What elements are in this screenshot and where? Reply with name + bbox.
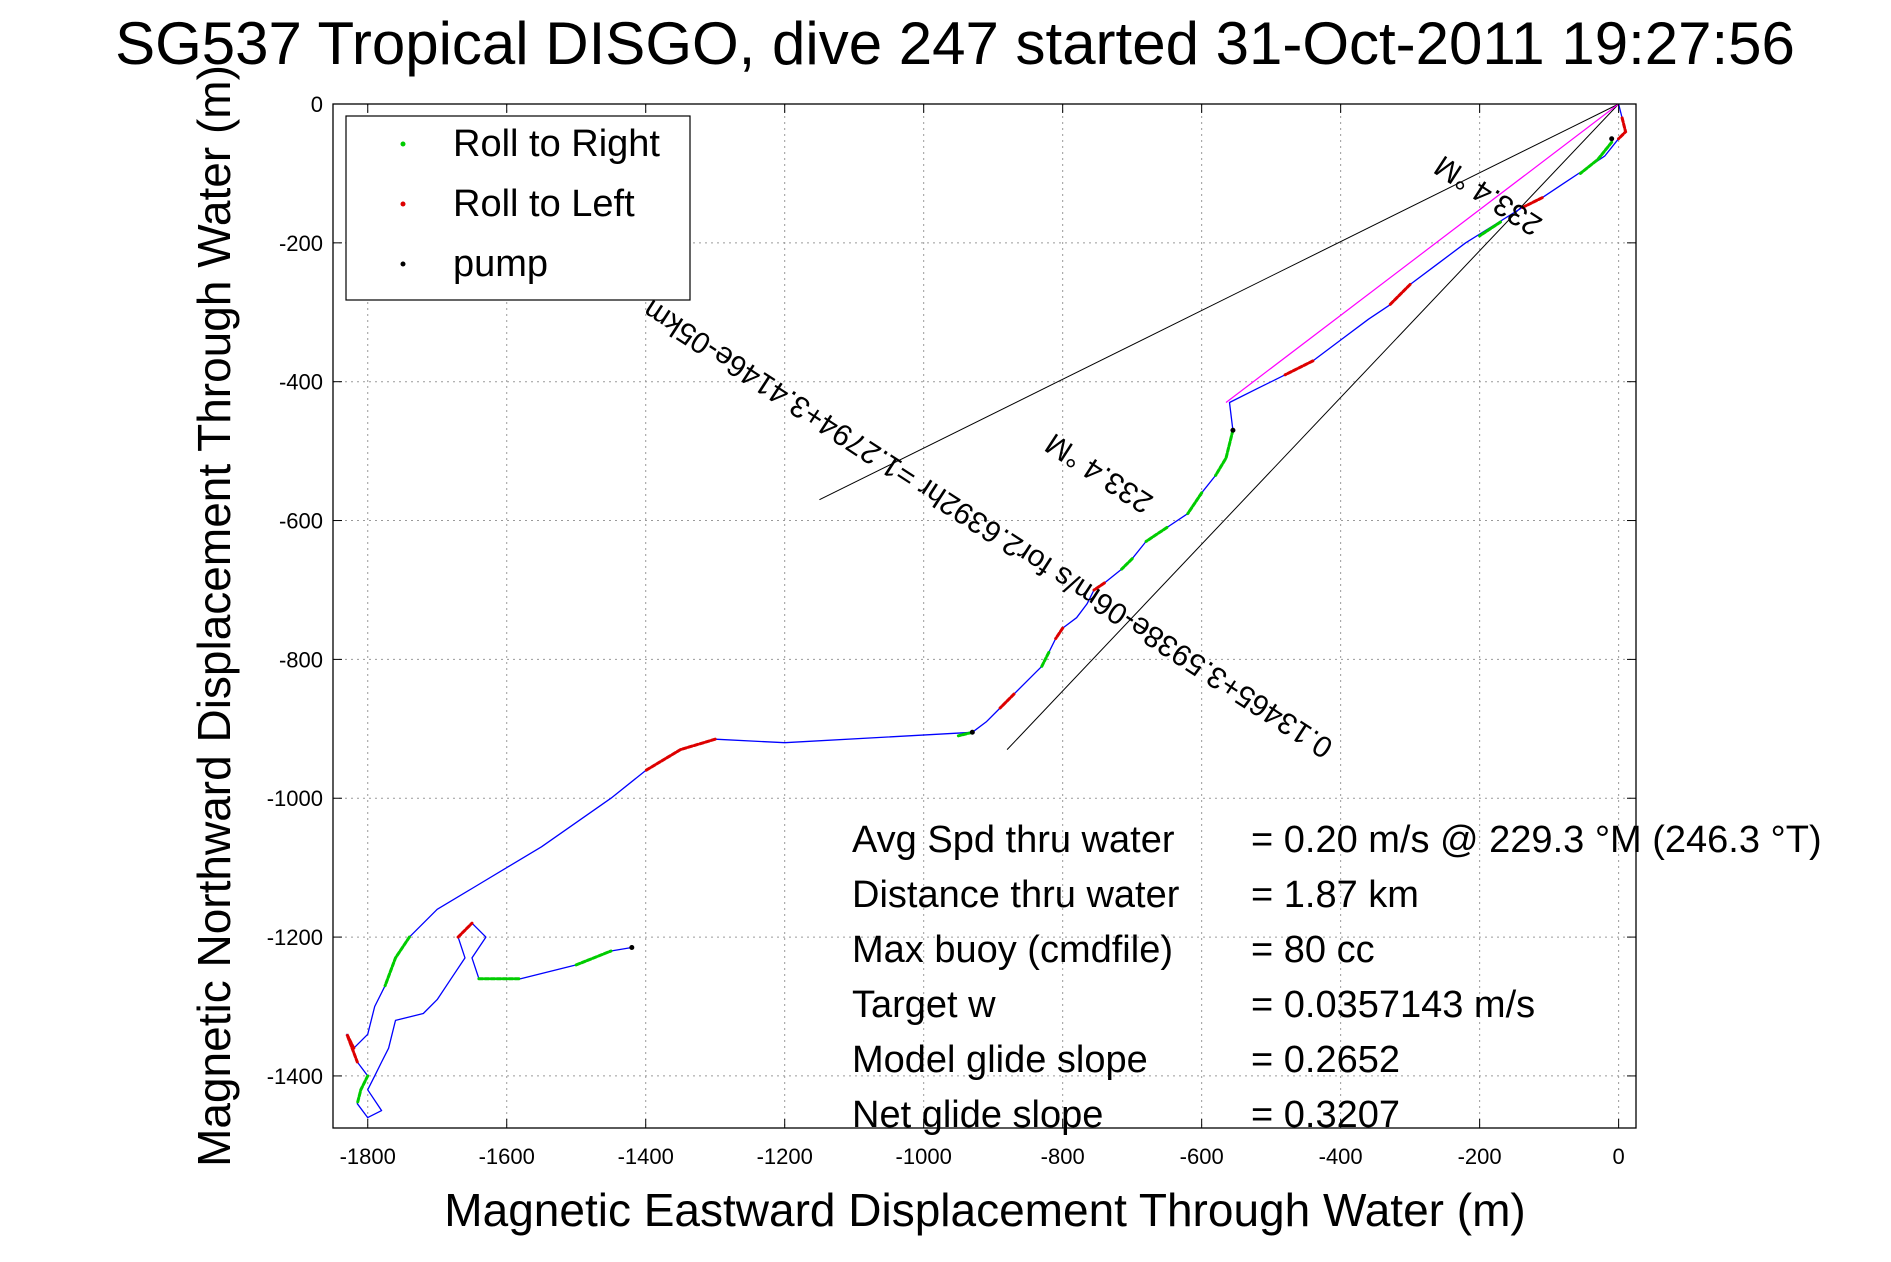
x-tick-label: -600 bbox=[1180, 1144, 1224, 1169]
roll-left-segment bbox=[1617, 116, 1628, 141]
stats-value: = 1.87 km bbox=[1251, 874, 1419, 916]
roll-right-segment bbox=[1120, 557, 1134, 571]
roll-left-segment bbox=[998, 692, 1016, 710]
chart-title: SG537 Tropical DISGO, dive 247 started 3… bbox=[115, 10, 1795, 77]
x-tick-label: -200 bbox=[1458, 1144, 1502, 1169]
legend-label: Roll to Left bbox=[453, 183, 635, 225]
x-tick-label: 0 bbox=[1613, 1144, 1625, 1169]
x-tick-label: -1200 bbox=[757, 1144, 813, 1169]
roll-left-segment bbox=[1387, 283, 1412, 307]
legend-marker bbox=[400, 201, 406, 207]
stats-label: Net glide slope bbox=[852, 1094, 1103, 1136]
roll-right-segment bbox=[1478, 220, 1502, 238]
pump-marker bbox=[1609, 136, 1615, 142]
stats-panel: Avg Spd thru water = 0.20 m/s @ 229.3 °M … bbox=[852, 819, 1822, 1136]
roll-right-segment bbox=[574, 949, 613, 967]
roll-left-segment bbox=[1092, 581, 1106, 592]
y-tick-label: -1400 bbox=[267, 1064, 323, 1089]
heading-line bbox=[1225, 103, 1619, 403]
roll-right-segment bbox=[1578, 140, 1614, 175]
y-tick-label: -200 bbox=[279, 231, 323, 256]
roll-left-segment bbox=[456, 921, 474, 939]
stats-label: Target w bbox=[852, 984, 996, 1026]
legend-label: pump bbox=[453, 243, 548, 285]
plot-frame bbox=[332, 103, 1637, 1129]
y-tick-label: -1000 bbox=[267, 786, 323, 811]
legend-marker bbox=[400, 261, 406, 267]
roll-right-segment bbox=[1144, 526, 1169, 543]
stats-label: Model glide slope bbox=[852, 1039, 1148, 1081]
y-tick-label: 0 bbox=[311, 92, 323, 117]
roll-left-segment bbox=[1283, 359, 1315, 377]
x-tick-label: -1600 bbox=[479, 1144, 535, 1169]
roll-left-segment bbox=[345, 1033, 359, 1064]
roll-right-segment bbox=[1040, 650, 1051, 668]
pump-marker bbox=[969, 729, 975, 735]
x-tick-label: -1800 bbox=[340, 1144, 396, 1169]
x-tick-label: -1000 bbox=[896, 1144, 952, 1169]
stats-label: Distance thru water bbox=[852, 874, 1180, 916]
y-tick-label: -1200 bbox=[267, 925, 323, 950]
stats-value: = 80 cc bbox=[1251, 929, 1375, 971]
pump-marker bbox=[1230, 427, 1236, 433]
track-line bbox=[346, 103, 1627, 1119]
roll-left-segment bbox=[1054, 626, 1065, 641]
pump-marker bbox=[629, 944, 635, 950]
legend: Roll to Right Roll to Left pump bbox=[345, 115, 691, 301]
y-tick-label: -600 bbox=[279, 509, 323, 534]
stats-value: = 0.20 m/s @ 229.3 °M (246.3 °T) bbox=[1251, 819, 1822, 861]
stats-label: Avg Spd thru water bbox=[852, 819, 1175, 861]
stats-label: Max buoy (cmdfile) bbox=[852, 929, 1173, 971]
x-tick-label: -400 bbox=[1319, 1144, 1363, 1169]
roll-right-segment bbox=[383, 935, 411, 988]
x-axis-label: Magnetic Eastward Displacement Through W… bbox=[444, 1184, 1525, 1236]
y-axis-label: Magnetic Northward Displacement Through … bbox=[188, 65, 240, 1167]
track-layer bbox=[345, 103, 1628, 1119]
legend-marker bbox=[400, 141, 406, 147]
y-tick-label: -800 bbox=[279, 647, 323, 672]
roll-left-segment bbox=[1519, 196, 1544, 210]
bounding-ray bbox=[819, 103, 1619, 501]
roll-left-segment bbox=[644, 737, 717, 772]
stats-value: = 0.3207 bbox=[1251, 1094, 1400, 1136]
x-tick-label: -800 bbox=[1041, 1144, 1085, 1169]
legend-label: Roll to Right bbox=[453, 123, 660, 165]
legend-box bbox=[345, 115, 691, 301]
axis-ticks: -1800 -1600 -1400 -1200 -1000 -800 -600 -400 -20… bbox=[267, 92, 1636, 1169]
roll-right-segment bbox=[1186, 491, 1204, 516]
roll-right-segment bbox=[355, 1074, 370, 1106]
stats-value: = 0.2652 bbox=[1251, 1039, 1400, 1081]
x-tick-label: -1400 bbox=[618, 1144, 674, 1169]
roll-right-segment bbox=[1214, 428, 1235, 477]
y-tick-label: -400 bbox=[279, 370, 323, 395]
stats-value: = 0.0357143 m/s bbox=[1251, 984, 1535, 1026]
